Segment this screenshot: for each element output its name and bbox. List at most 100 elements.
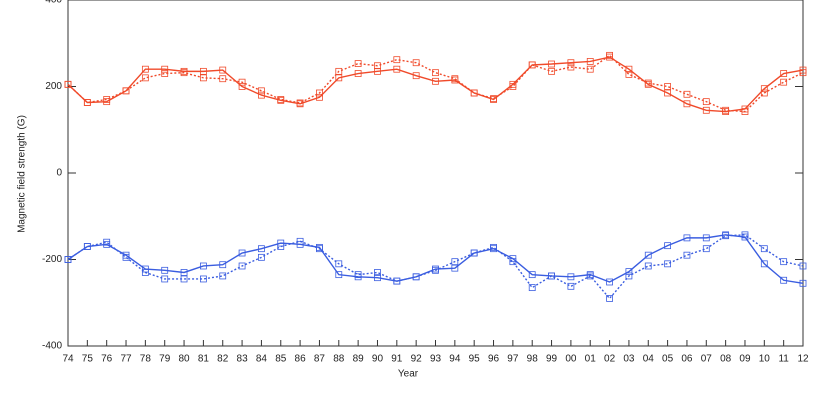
x-tick-label: 87 — [314, 354, 326, 365]
x-tick-label: 00 — [565, 354, 577, 365]
point-marker — [64, 256, 72, 263]
x-tick-label: 98 — [527, 354, 539, 365]
series-line — [67, 56, 804, 113]
point-marker — [122, 253, 130, 261]
point-marker — [64, 80, 72, 88]
point-marker — [528, 284, 536, 292]
point-marker — [548, 272, 555, 280]
x-tick-label: 05 — [662, 354, 674, 365]
point-marker — [258, 253, 265, 261]
point-marker — [161, 275, 169, 283]
x-axis-label: Year — [398, 369, 419, 380]
point-marker — [780, 70, 788, 77]
point-marker — [335, 74, 343, 82]
point-marker — [799, 262, 807, 270]
y-tick-label: -400 — [42, 341, 62, 352]
point-marker — [567, 59, 575, 67]
point-marker — [702, 98, 710, 106]
point-marker — [432, 77, 439, 85]
point-marker — [238, 249, 246, 257]
x-tick-label: 93 — [430, 354, 442, 365]
y-axis-label: Magnetic field strength (G) — [17, 115, 28, 233]
point-marker — [548, 60, 555, 68]
x-tick-label: 74 — [62, 354, 74, 365]
point-marker — [644, 79, 652, 87]
point-marker — [374, 269, 381, 276]
point-marker — [741, 108, 749, 115]
point-marker — [760, 245, 768, 253]
point-marker — [335, 67, 343, 75]
point-marker — [760, 89, 768, 97]
x-tick-label: 80 — [178, 354, 190, 365]
point-marker — [432, 69, 439, 77]
point-marker — [490, 95, 497, 103]
point-marker — [586, 65, 594, 73]
series-line — [67, 234, 804, 300]
point-marker — [141, 74, 149, 82]
x-tick-label: 85 — [275, 354, 287, 365]
point-marker — [799, 69, 807, 77]
x-tick-label: 94 — [449, 354, 461, 365]
point-marker — [219, 261, 227, 269]
point-marker — [180, 69, 188, 77]
point-marker — [199, 262, 207, 270]
point-marker — [199, 275, 207, 283]
point-marker — [451, 258, 459, 266]
point-marker — [625, 268, 633, 276]
x-tick-label: 75 — [82, 354, 94, 365]
y-tick-label: 0 — [56, 168, 62, 179]
point-marker — [354, 60, 362, 67]
point-marker — [780, 78, 788, 86]
point-marker — [780, 258, 788, 266]
point-marker — [567, 273, 575, 281]
point-marker — [683, 251, 691, 259]
point-marker — [509, 83, 517, 90]
x-tick-label: 95 — [469, 354, 481, 365]
point-marker — [702, 234, 710, 242]
point-marker — [760, 85, 768, 93]
point-marker — [316, 245, 323, 253]
point-marker — [238, 83, 246, 90]
point-marker — [374, 274, 381, 282]
point-marker — [103, 96, 111, 103]
y-tick-label: 400 — [45, 0, 62, 6]
point-marker — [799, 279, 807, 287]
point-marker — [412, 59, 420, 67]
point-marker — [412, 273, 420, 281]
x-tick-label: 89 — [353, 354, 365, 365]
x-tick-label: 07 — [701, 354, 713, 365]
point-marker — [664, 242, 672, 250]
x-tick-label: 02 — [604, 354, 616, 365]
point-marker — [528, 61, 536, 69]
point-marker — [180, 275, 188, 283]
point-marker — [683, 100, 691, 108]
point-marker — [316, 89, 323, 97]
point-marker — [644, 262, 652, 270]
point-marker — [664, 89, 672, 97]
point-marker — [567, 282, 575, 290]
point-marker — [528, 271, 536, 279]
point-marker — [277, 243, 285, 250]
point-marker — [122, 87, 130, 95]
x-tick-label: 10 — [759, 354, 771, 365]
point-marker — [606, 51, 613, 59]
point-marker — [219, 66, 227, 74]
point-marker — [258, 87, 265, 95]
x-tick-label: 97 — [507, 354, 519, 365]
y-tick-label: 200 — [45, 81, 62, 92]
point-marker — [374, 62, 381, 70]
series-line — [67, 234, 804, 284]
point-marker — [161, 65, 169, 73]
point-marker — [258, 245, 265, 253]
point-marker — [722, 232, 730, 240]
point-marker — [509, 258, 517, 266]
point-marker — [258, 91, 265, 99]
point-marker — [238, 262, 246, 270]
point-marker — [451, 264, 459, 272]
point-marker — [606, 278, 613, 286]
point-marker — [432, 266, 439, 274]
x-tick-label: 76 — [101, 354, 113, 365]
point-marker — [741, 231, 749, 239]
point-marker — [567, 63, 575, 71]
